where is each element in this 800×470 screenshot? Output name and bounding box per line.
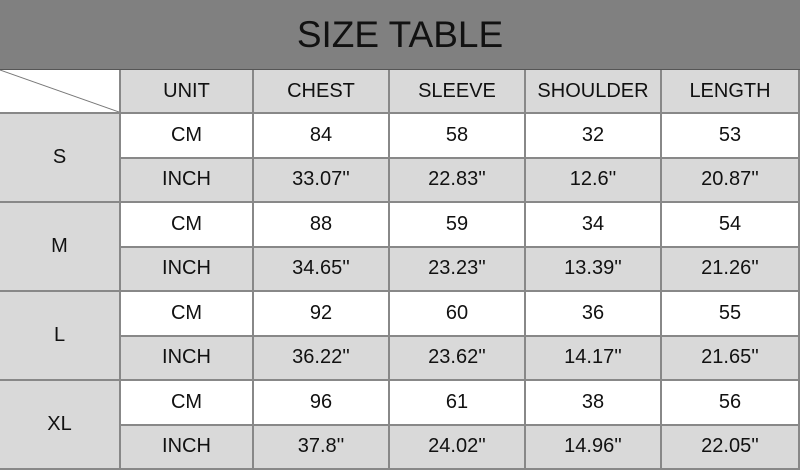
size-label: XL: [0, 381, 121, 470]
cm-cell: 61: [390, 381, 526, 426]
inch-cell: 36.22'': [254, 336, 390, 381]
cm-cell: 58: [390, 114, 526, 159]
cm-cell: 56: [662, 381, 800, 426]
inch-cell: 12.6'': [526, 158, 662, 203]
cm-cell: 84: [254, 114, 390, 159]
cm-cell: CM: [121, 381, 254, 426]
cm-cell: CM: [121, 114, 254, 159]
cm-cell: 38: [526, 381, 662, 426]
header-chest: CHEST: [254, 70, 390, 114]
inch-cell: INCH: [121, 158, 254, 203]
inch-cell: 33.07'': [254, 158, 390, 203]
cm-cell: 32: [526, 114, 662, 159]
size-label: M: [0, 203, 121, 292]
inch-cell: INCH: [121, 247, 254, 292]
cm-cell: 60: [390, 292, 526, 337]
inch-cell: 34.65'': [254, 247, 390, 292]
inch-cell: 20.87'': [662, 158, 800, 203]
cm-cell: CM: [121, 292, 254, 337]
inch-cell: 37.8'': [254, 425, 390, 470]
inch-cell: INCH: [121, 336, 254, 381]
inch-cell: 13.39'': [526, 247, 662, 292]
cm-cell: 88: [254, 203, 390, 248]
cm-cell: 34: [526, 203, 662, 248]
inch-cell: 22.83'': [390, 158, 526, 203]
inch-cell: 23.23'': [390, 247, 526, 292]
inch-cell: 14.17'': [526, 336, 662, 381]
inch-cell: 23.62'': [390, 336, 526, 381]
inch-cell: 21.26'': [662, 247, 800, 292]
cm-cell: 96: [254, 381, 390, 426]
inch-cell: INCH: [121, 425, 254, 470]
size-label: L: [0, 292, 121, 381]
header-sleeve: SLEEVE: [390, 70, 526, 114]
cm-cell: 55: [662, 292, 800, 337]
size-label: S: [0, 114, 121, 203]
inch-cell: 14.96'': [526, 425, 662, 470]
header-length: LENGTH: [662, 70, 800, 114]
inch-cell: 22.05'': [662, 425, 800, 470]
cm-cell: CM: [121, 203, 254, 248]
inch-cell: 21.65'': [662, 336, 800, 381]
cm-cell: 92: [254, 292, 390, 337]
size-table: UNIT CHEST SLEEVE SHOULDER LENGTH S CM 84 58 32 53…: [0, 70, 800, 470]
header-unit: UNIT: [121, 70, 254, 114]
cm-cell: 59: [390, 203, 526, 248]
corner-cell: [0, 70, 121, 114]
cm-cell: 36: [526, 292, 662, 337]
cm-cell: 53: [662, 114, 800, 159]
table-title: SIZE TABLE: [0, 0, 800, 70]
inch-cell: 24.02'': [390, 425, 526, 470]
header-shoulder: SHOULDER: [526, 70, 662, 114]
cm-cell: 54: [662, 203, 800, 248]
